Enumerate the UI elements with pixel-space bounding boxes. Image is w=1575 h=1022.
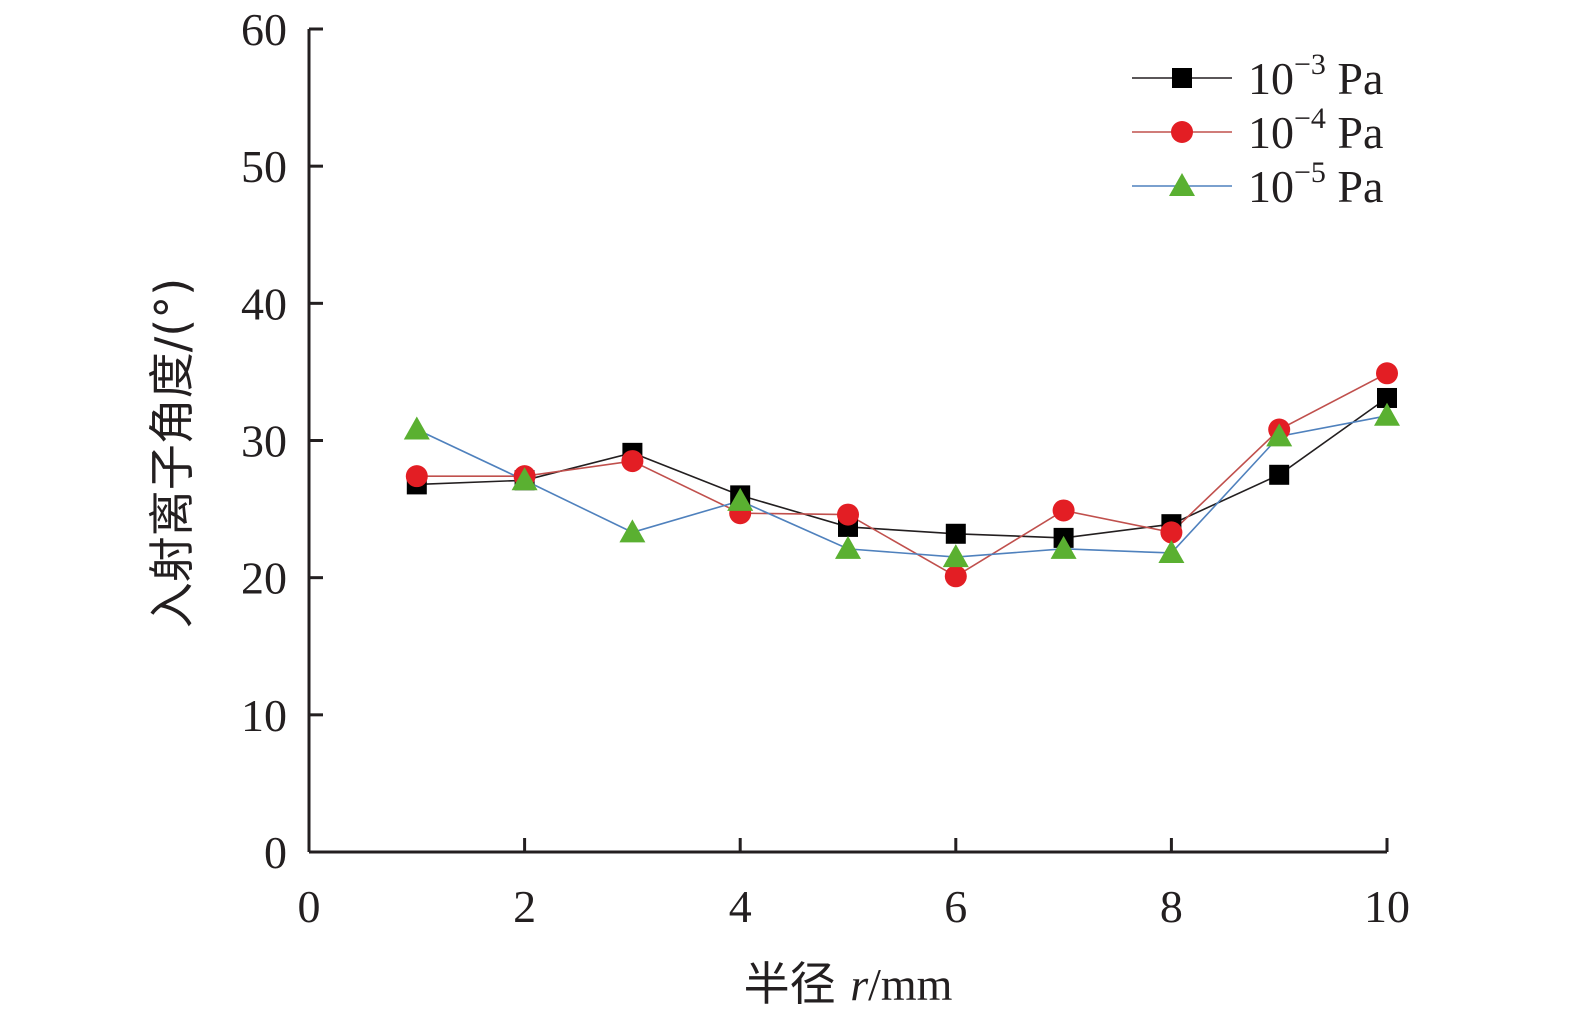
y-tick-label: 40	[241, 278, 287, 329]
axes: 0 10 20 30 40 50 60 0 2 4 6 8 10	[241, 4, 1410, 932]
legend-label: 10−5 Pa	[1248, 156, 1383, 212]
series-lines	[416, 372, 1388, 578]
x-axis-label-var: r	[850, 959, 869, 1010]
legend-label: 10−3 Pa	[1248, 48, 1383, 104]
data-point-series-3	[835, 535, 861, 559]
data-point-series-3	[403, 416, 430, 440]
data-point-series-3	[619, 519, 646, 543]
legend-label-exponent: −5	[1294, 156, 1326, 189]
data-point-series-3	[1158, 539, 1185, 563]
legend-marker	[1169, 173, 1195, 196]
series-markers	[403, 362, 1400, 588]
x-tick-label: 6	[944, 881, 967, 932]
y-tick-label: 20	[241, 553, 287, 604]
data-point-series-2	[837, 503, 859, 526]
legend-marker	[1172, 68, 1192, 88]
y-axis-label: 入射离子角度/(°)	[145, 278, 199, 628]
x-tick-label: 0	[298, 881, 321, 932]
data-point-series-2	[944, 565, 967, 588]
series-line-3	[416, 415, 1388, 558]
y-tick-label: 10	[241, 690, 287, 741]
legend-marker	[1171, 121, 1193, 143]
legend-label-unit: Pa	[1326, 107, 1384, 158]
x-tick-label: 8	[1160, 881, 1183, 932]
data-point-series-1	[1377, 387, 1397, 408]
legend-label: 10−4 Pa	[1248, 102, 1383, 158]
legend-label-unit: Pa	[1326, 53, 1384, 104]
data-point-series-3	[727, 487, 754, 511]
legend-label-base: 10	[1248, 107, 1294, 158]
y-tick-label: 0	[264, 827, 287, 878]
data-point-series-3	[1266, 423, 1293, 447]
series-line-2	[416, 372, 1388, 578]
y-tick-label: 30	[241, 416, 287, 467]
data-point-series-3	[1050, 535, 1077, 559]
data-point-series-2	[1160, 521, 1183, 544]
data-point-series-3	[942, 544, 969, 568]
x-axis-label: 半径 r/mm	[744, 957, 953, 1011]
data-point-series-1	[945, 523, 966, 544]
data-point-series-2	[1052, 499, 1075, 522]
y-tick-label: 50	[241, 141, 287, 192]
legend-label-unit: Pa	[1326, 161, 1384, 212]
legend-label-exponent: −4	[1294, 102, 1326, 135]
legend-label-exponent: −3	[1294, 48, 1326, 81]
legend-label-base: 10	[1248, 53, 1294, 104]
x-tick-label: 10	[1364, 881, 1410, 932]
data-point-series-1	[1269, 464, 1290, 485]
x-tick-label: 2	[513, 881, 536, 932]
data-point-series-2	[1376, 362, 1398, 385]
series-line-1	[416, 397, 1388, 539]
legend-label-base: 10	[1248, 161, 1294, 212]
x-axis-label-prefix: 半径	[744, 957, 851, 1011]
x-tick-label: 4	[729, 881, 752, 932]
data-point-series-2	[405, 465, 428, 488]
data-point-series-3	[511, 467, 538, 491]
data-point-series-2	[621, 450, 644, 473]
y-tick-label: 60	[241, 4, 287, 55]
data-point-series-3	[1374, 402, 1400, 426]
x-axis-label-unit: /mm	[868, 959, 953, 1010]
